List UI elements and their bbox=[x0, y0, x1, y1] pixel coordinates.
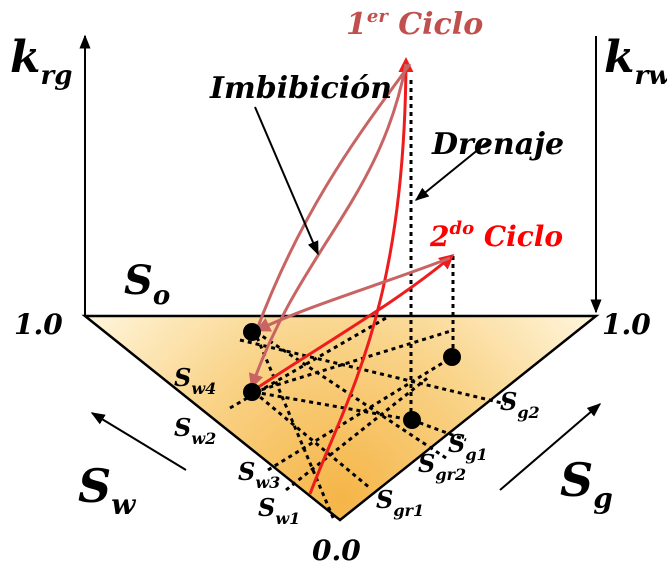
sgr2-label: Sgr2 bbox=[418, 449, 466, 484]
imbibition-path-from-swr bbox=[254, 63, 412, 333]
drenaje-pointer-arrow bbox=[414, 139, 491, 201]
water-saturation-label: Sw bbox=[78, 459, 136, 521]
sw4-label: Sw4 bbox=[174, 363, 216, 398]
point-lower-left bbox=[243, 383, 261, 401]
projection-lines bbox=[409, 80, 455, 420]
point-right bbox=[443, 348, 461, 366]
imbibition-curve-cycle2 bbox=[255, 256, 451, 332]
imbibicion-pointer-arrow bbox=[254, 106, 319, 256]
right-apex-value: 1.0 bbox=[602, 308, 651, 341]
oil-saturation-label: So bbox=[124, 257, 170, 311]
point-center bbox=[403, 411, 421, 429]
sg1-label: Sg1 bbox=[448, 429, 488, 464]
cycle2-label: 2do Ciclo bbox=[429, 218, 563, 253]
drainage-curve-cycle2 bbox=[253, 254, 455, 392]
sw3-label: Sw3 bbox=[238, 457, 280, 492]
sg-direction-arrow bbox=[499, 403, 602, 491]
sg2-label: Sg2 bbox=[500, 387, 540, 422]
krg-axis-label: krg bbox=[10, 32, 72, 91]
imbibicion-label: Imbibición bbox=[209, 71, 392, 106]
krw-axis-label: krw bbox=[604, 32, 667, 91]
gas-saturation-label: Sg bbox=[560, 453, 613, 515]
point-upper-left bbox=[243, 323, 261, 341]
sw2-label: Sw2 bbox=[174, 413, 216, 448]
cycle1-label: 1er Ciclo bbox=[346, 6, 483, 42]
imbibition-curve-cycle1 bbox=[248, 63, 408, 389]
drenaje-label: Drenaje bbox=[431, 127, 564, 162]
left-apex-value: 1.0 bbox=[14, 308, 63, 341]
sgr1-label: Sgr1 bbox=[376, 485, 424, 520]
sw-direction-arrow bbox=[90, 412, 187, 471]
bottom-apex-value: 0.0 bbox=[312, 534, 361, 564]
sw1-label: Sw1 bbox=[258, 493, 300, 528]
drainage-curve-cycle1 bbox=[308, 57, 414, 495]
